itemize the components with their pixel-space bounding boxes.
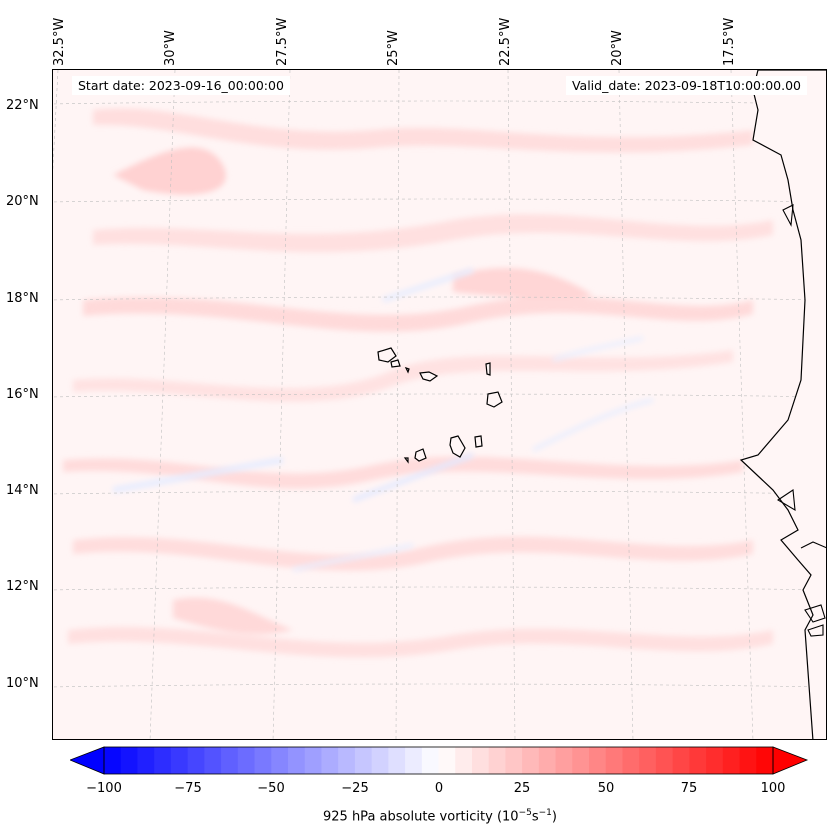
colorbar [70,746,809,775]
colorbar-cell [304,747,322,774]
coast-details [776,204,826,637]
valid-date-label: Valid_date: 2023-09-18T10:00:00.00 [565,76,807,95]
colorbar-cell [522,747,540,774]
colorbar-cell [187,747,205,774]
lat-label-16n: 16°N [6,387,39,402]
colorbar-cell [722,747,741,774]
colorbar-cell [655,747,674,774]
colorbar-tick: 50 [597,781,615,796]
colorbar-cell [622,747,640,774]
colorbar-cell [689,747,707,774]
negative-vorticity-streaks [112,267,654,572]
colorbar-cell [572,747,590,774]
colorbar-tick: −25 [341,781,369,796]
colorbar-cell [756,747,774,774]
colorbar-max-extend [772,746,809,775]
map-panel [52,69,827,740]
graticule [53,70,826,739]
colorbar-tick: 100 [760,781,786,796]
colorbar-cell [204,747,222,774]
colorbar-tick: 0 [434,781,444,796]
colorbar-label: 925 hPa absolute vorticity (10−5s−1) [323,808,557,825]
colorbar-cell [405,747,423,774]
colorbar-cell [471,747,490,774]
colorbar-tick: −75 [174,781,202,796]
colorbar-cell [455,747,473,774]
colorbar-cell [739,747,757,774]
colorbar-cell [154,747,172,774]
colorbar-cell [555,747,573,774]
positive-vorticity-bands [63,108,773,658]
lat-label-10n: 10°N [6,676,39,691]
colorbar-cell [104,747,122,774]
colorbar-cell [589,747,607,774]
vorticity-field [53,70,826,739]
colorbar-cell [605,747,623,774]
colorbar-cell [388,747,406,774]
colorbar-tick: 75 [680,781,698,796]
colorbar-cell [221,747,239,774]
lat-label-22n: 22°N [6,98,39,113]
colorbar-cell [237,747,256,774]
colorbar-cell [137,747,155,774]
colorbar-tick: 25 [513,781,531,796]
lat-label-20n: 20°N [6,194,39,209]
colorbar-cell [706,747,724,774]
colorbar-cell [287,747,306,774]
colorbar-cell [488,747,506,774]
colorbar-min-extend [70,746,105,775]
cape-verde-islands [377,347,503,464]
africa-coastline [739,70,826,739]
colorbar-cell [371,747,389,774]
colorbar-tick: −50 [257,781,285,796]
colorbar-outline [103,746,774,775]
colorbar-cell [120,747,138,774]
colorbar-cell [438,747,456,774]
start-date-label: Start date: 2023-09-16_00:00:00 [72,76,290,95]
lat-label-18n: 18°N [6,291,39,306]
lat-label-14n: 14°N [6,483,39,498]
colorbar-tick: −100 [86,781,122,796]
colorbar-cell [639,747,657,774]
colorbar-cell [354,747,373,774]
colorbar-cell [505,747,523,774]
colorbar-cell [170,747,189,774]
colorbar-cell [254,747,272,774]
colorbar-cell [538,747,557,774]
lat-label-12n: 12°N [6,579,39,594]
colorbar-cell [421,747,440,774]
colorbar-cell [672,747,690,774]
colorbar-cell [338,747,356,774]
colorbar-cell [271,747,289,774]
colorbar-cell [321,747,339,774]
